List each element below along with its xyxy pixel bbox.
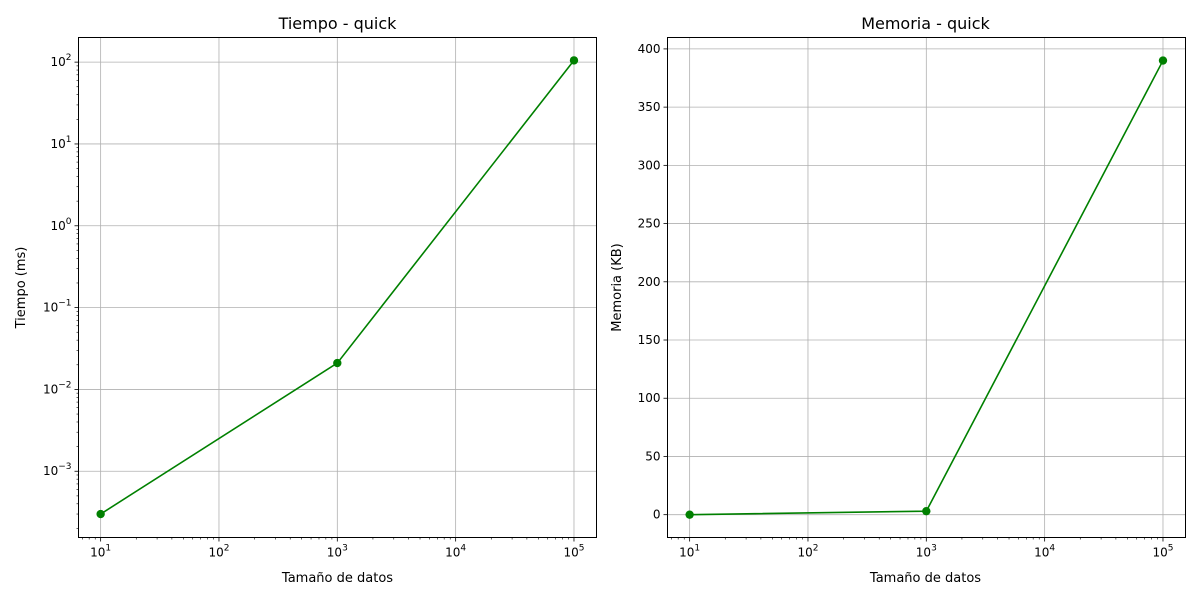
x-tick-label: 105: [563, 544, 584, 560]
x-tick-label: 102: [208, 544, 229, 560]
grid-lines: [667, 37, 1186, 538]
y-tick-label: 300: [638, 158, 661, 172]
data-point: [96, 509, 105, 519]
y-axis-ticks: 10−3 10−2 10−1 100 101 102: [43, 53, 79, 529]
data-series: [685, 56, 1168, 519]
chart-title: Tiempo - quick: [278, 14, 398, 33]
data-point: [569, 56, 579, 65]
y-tick-label: 100: [638, 391, 661, 405]
data-point: [685, 510, 694, 519]
y-tick-label: 400: [638, 42, 661, 56]
x-axis-ticks: 101 102 103 104 105: [82, 537, 584, 560]
chart-tiempo: Tiempo - quick 101 102 103 104 105 10−310−21…: [14, 14, 597, 586]
y-tick-label: 250: [638, 217, 661, 231]
y-axis-label: Memoria (KB): [610, 243, 625, 331]
y-axis-ticks: 0 50 100 150 200 250 300 350 400: [638, 42, 668, 522]
y-axis-label: Tiempo (ms): [14, 247, 29, 330]
y-tick-label: 350: [638, 100, 661, 114]
x-tick-label: 101: [90, 544, 111, 560]
x-tick-label: 102: [797, 544, 818, 560]
y-tick-label: 10−3: [43, 462, 72, 478]
x-axis-ticks: 101 102 103 104 105: [671, 537, 1173, 560]
data-point: [1158, 56, 1168, 65]
x-axis-label: Tamaño de datos: [869, 571, 981, 586]
x-tick-label: 103: [327, 544, 348, 560]
chart-memoria: Memoria - quick 101 102 103 104 105 0 50 100 15…: [610, 14, 1186, 586]
x-tick-label: 101: [679, 544, 700, 560]
y-tick-label: 10−1: [43, 299, 72, 315]
x-tick-label: 103: [916, 544, 937, 560]
x-tick-label: 105: [1152, 544, 1173, 560]
chart-title: Memoria - quick: [861, 14, 990, 33]
y-tick-label: 50: [645, 449, 660, 463]
x-axis-label: Tamaño de datos: [281, 571, 393, 586]
y-tick-label: 200: [638, 275, 661, 289]
y-tick-label: 101: [50, 135, 71, 151]
data-point: [922, 506, 931, 516]
data-series: [96, 56, 579, 519]
x-tick-label: 104: [1034, 544, 1055, 560]
y-tick-label: 10−2: [43, 380, 72, 396]
y-tick-label: 0: [653, 508, 661, 522]
y-tick-label: 150: [638, 333, 661, 347]
y-tick-label: 102: [50, 53, 71, 69]
y-tick-label: 100: [50, 217, 71, 233]
data-point: [333, 358, 342, 368]
grid-lines: [78, 37, 597, 538]
x-tick-label: 104: [445, 544, 466, 560]
